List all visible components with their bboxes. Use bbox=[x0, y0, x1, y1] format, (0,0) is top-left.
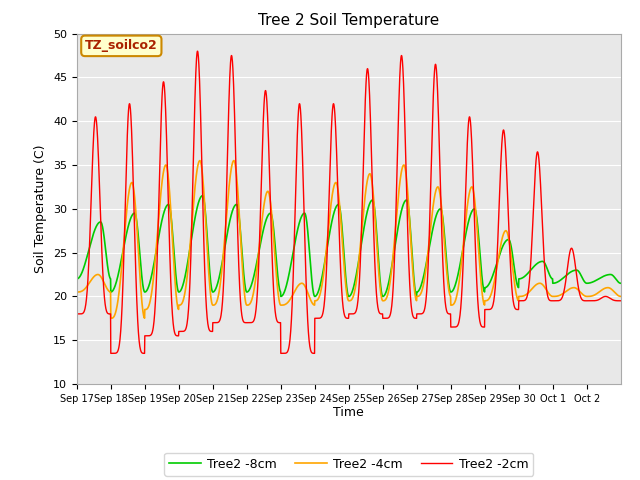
Tree2 -2cm bbox=[245, 320, 253, 325]
Tree2 -8cm bbox=[617, 280, 625, 286]
Y-axis label: Soil Temperature (C): Soil Temperature (C) bbox=[35, 144, 47, 273]
Tree2 -4cm bbox=[107, 315, 115, 321]
Tree2 -4cm bbox=[245, 302, 253, 308]
Tree2 -2cm bbox=[617, 298, 625, 304]
Tree2 -8cm bbox=[245, 288, 253, 294]
Tree2 -8cm bbox=[382, 290, 390, 296]
Tree2 -4cm bbox=[73, 289, 81, 295]
Tree2 -4cm bbox=[617, 293, 625, 299]
Tree2 -8cm bbox=[513, 280, 520, 286]
Tree2 -8cm bbox=[609, 273, 617, 279]
Tree2 -4cm bbox=[513, 293, 520, 299]
Tree2 -4cm bbox=[127, 180, 135, 186]
Tree2 -2cm bbox=[73, 311, 81, 317]
Tree2 -4cm bbox=[543, 288, 551, 294]
Tree2 -4cm bbox=[196, 158, 204, 164]
Tree2 -8cm bbox=[199, 193, 207, 199]
Title: Tree 2 Soil Temperature: Tree 2 Soil Temperature bbox=[258, 13, 440, 28]
Line: Tree2 -2cm: Tree2 -2cm bbox=[77, 51, 621, 353]
Tree2 -2cm bbox=[382, 315, 390, 321]
Line: Tree2 -4cm: Tree2 -4cm bbox=[77, 161, 621, 318]
Line: Tree2 -8cm: Tree2 -8cm bbox=[77, 196, 621, 296]
Tree2 -2cm bbox=[609, 297, 617, 303]
Tree2 -2cm bbox=[127, 122, 135, 128]
Tree2 -2cm bbox=[543, 292, 551, 298]
Tree2 -4cm bbox=[382, 297, 390, 302]
Tree2 -8cm bbox=[277, 293, 285, 300]
Tree2 -2cm bbox=[513, 307, 520, 312]
Tree2 -2cm bbox=[194, 48, 202, 54]
Tree2 -2cm bbox=[107, 350, 115, 356]
Tree2 -8cm bbox=[543, 266, 551, 272]
Tree2 -8cm bbox=[127, 215, 135, 220]
X-axis label: Time: Time bbox=[333, 407, 364, 420]
Tree2 -8cm bbox=[73, 276, 81, 282]
Text: TZ_soilco2: TZ_soilco2 bbox=[85, 39, 157, 52]
Legend: Tree2 -8cm, Tree2 -4cm, Tree2 -2cm: Tree2 -8cm, Tree2 -4cm, Tree2 -2cm bbox=[164, 453, 533, 476]
Tree2 -4cm bbox=[609, 288, 617, 294]
